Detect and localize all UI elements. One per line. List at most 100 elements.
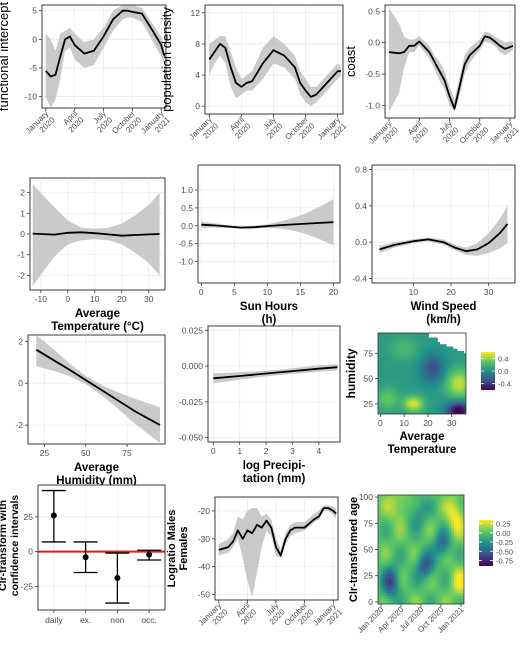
heatmap-cell (378, 380, 381, 383)
y-axis-label-line: Clr-transform with (0, 500, 9, 591)
heatmap-cell (423, 549, 427, 553)
heatmap-cell (431, 530, 435, 534)
heatmap-cell (400, 411, 403, 414)
heatmap-cell (385, 500, 389, 504)
heatmap-cell (451, 593, 455, 597)
heatmap-cell (459, 409, 462, 413)
heatmap-cell (400, 362, 403, 365)
heatmap-cell (437, 402, 440, 406)
x-tick-label: July2020 (435, 119, 461, 145)
heatmap-cell (415, 563, 419, 567)
heatmap-cell (413, 389, 416, 392)
heatmap-cell (400, 384, 403, 388)
heatmap-cell (388, 546, 392, 550)
heatmap-cell (404, 402, 407, 406)
heatmap-cell (413, 571, 417, 575)
heatmap-cell (402, 353, 405, 356)
heatmap-cell (390, 497, 394, 501)
heatmap-cell (400, 601, 404, 604)
heatmap-cell (421, 535, 424, 539)
heatmap-cell (436, 516, 440, 520)
heatmap-cell (405, 571, 409, 575)
heatmap-cell (457, 371, 460, 374)
heatmap-cell (459, 375, 462, 379)
heatmap-cell (402, 384, 405, 388)
heatmap-cell (388, 511, 392, 515)
heatmap-cell (400, 402, 403, 406)
heatmap-cell (441, 505, 445, 510)
heatmap-cell (419, 375, 423, 379)
heatmap-cell (441, 546, 445, 550)
heatmap-cell (422, 378, 425, 381)
heatmap-cell (410, 516, 414, 520)
heatmap-cell (390, 571, 394, 575)
heatmap-cell (456, 514, 460, 518)
heatmap-cell (426, 505, 429, 510)
heatmap-cell (443, 579, 447, 583)
heatmap-cell (418, 514, 422, 518)
heatmap-cell (431, 576, 435, 580)
heatmap-cell (395, 407, 399, 410)
heatmap-cell (461, 527, 464, 531)
heatmap-cell (461, 530, 464, 534)
heatmap-cell (408, 508, 412, 512)
heatmap-cell (378, 389, 381, 392)
heatmap-cell (446, 366, 449, 370)
heatmap-cell (422, 407, 425, 410)
heatmap-cell (428, 563, 432, 567)
heatmap-cell (419, 373, 423, 377)
heatmap-cell (430, 396, 434, 399)
heatmap-cell (395, 516, 399, 520)
confidence-band (36, 335, 160, 443)
heatmap-cell (451, 576, 455, 580)
heatmap-cell (419, 344, 423, 347)
heatmap-cell (410, 527, 414, 531)
y-tick-label: 0.025 (182, 325, 204, 335)
heatmap-cell (404, 337, 407, 341)
heatmap-cell (404, 369, 407, 372)
heatmap-cell (439, 393, 443, 397)
heatmap-cell (385, 565, 389, 569)
heatmap-cell (448, 398, 451, 401)
heatmap-cell (393, 593, 397, 597)
heatmap-cell (435, 407, 438, 410)
heatmap-cell (431, 522, 435, 526)
heatmap-cell (390, 582, 394, 586)
heatmap-cell (380, 590, 384, 594)
heatmap-cell (436, 503, 440, 507)
heatmap-cell (403, 519, 407, 523)
heatmap-cell (438, 565, 442, 569)
heatmap-cell (423, 546, 427, 550)
heatmap-cell (428, 505, 432, 510)
heatmap-cell (423, 554, 427, 559)
heatmap-cell (463, 387, 466, 390)
heatmap-cell (439, 355, 443, 359)
heatmap-cell (438, 535, 442, 539)
heatmap-cell (389, 339, 392, 343)
heatmap-cell (415, 405, 418, 408)
heatmap-cell (403, 497, 407, 501)
heatmap-cell (441, 554, 445, 559)
heatmap-cell (405, 587, 409, 591)
heatmap-cell (419, 409, 423, 413)
heatmap-cell (403, 503, 407, 507)
heatmap-cell (423, 557, 427, 561)
heatmap-cell (448, 500, 452, 504)
heatmap-cell (421, 533, 424, 537)
panel-outline (27, 334, 166, 445)
heatmap-cell (378, 400, 381, 404)
heatmap-cell (431, 533, 435, 537)
heatmap-cell (384, 402, 388, 406)
fitted-line (45, 9, 165, 78)
heatmap-cell (453, 538, 457, 542)
heatmap-cell (378, 587, 381, 591)
heatmap-cell (441, 563, 445, 567)
heatmap-cell (380, 362, 383, 365)
heatmap-cell (439, 405, 443, 408)
heatmap-cell (380, 519, 384, 523)
heatmap-cell (410, 563, 414, 567)
heatmap-cell (423, 522, 427, 526)
heatmap-cell (433, 598, 437, 602)
heatmap-cell (391, 353, 394, 356)
heatmap-cell (395, 557, 399, 561)
